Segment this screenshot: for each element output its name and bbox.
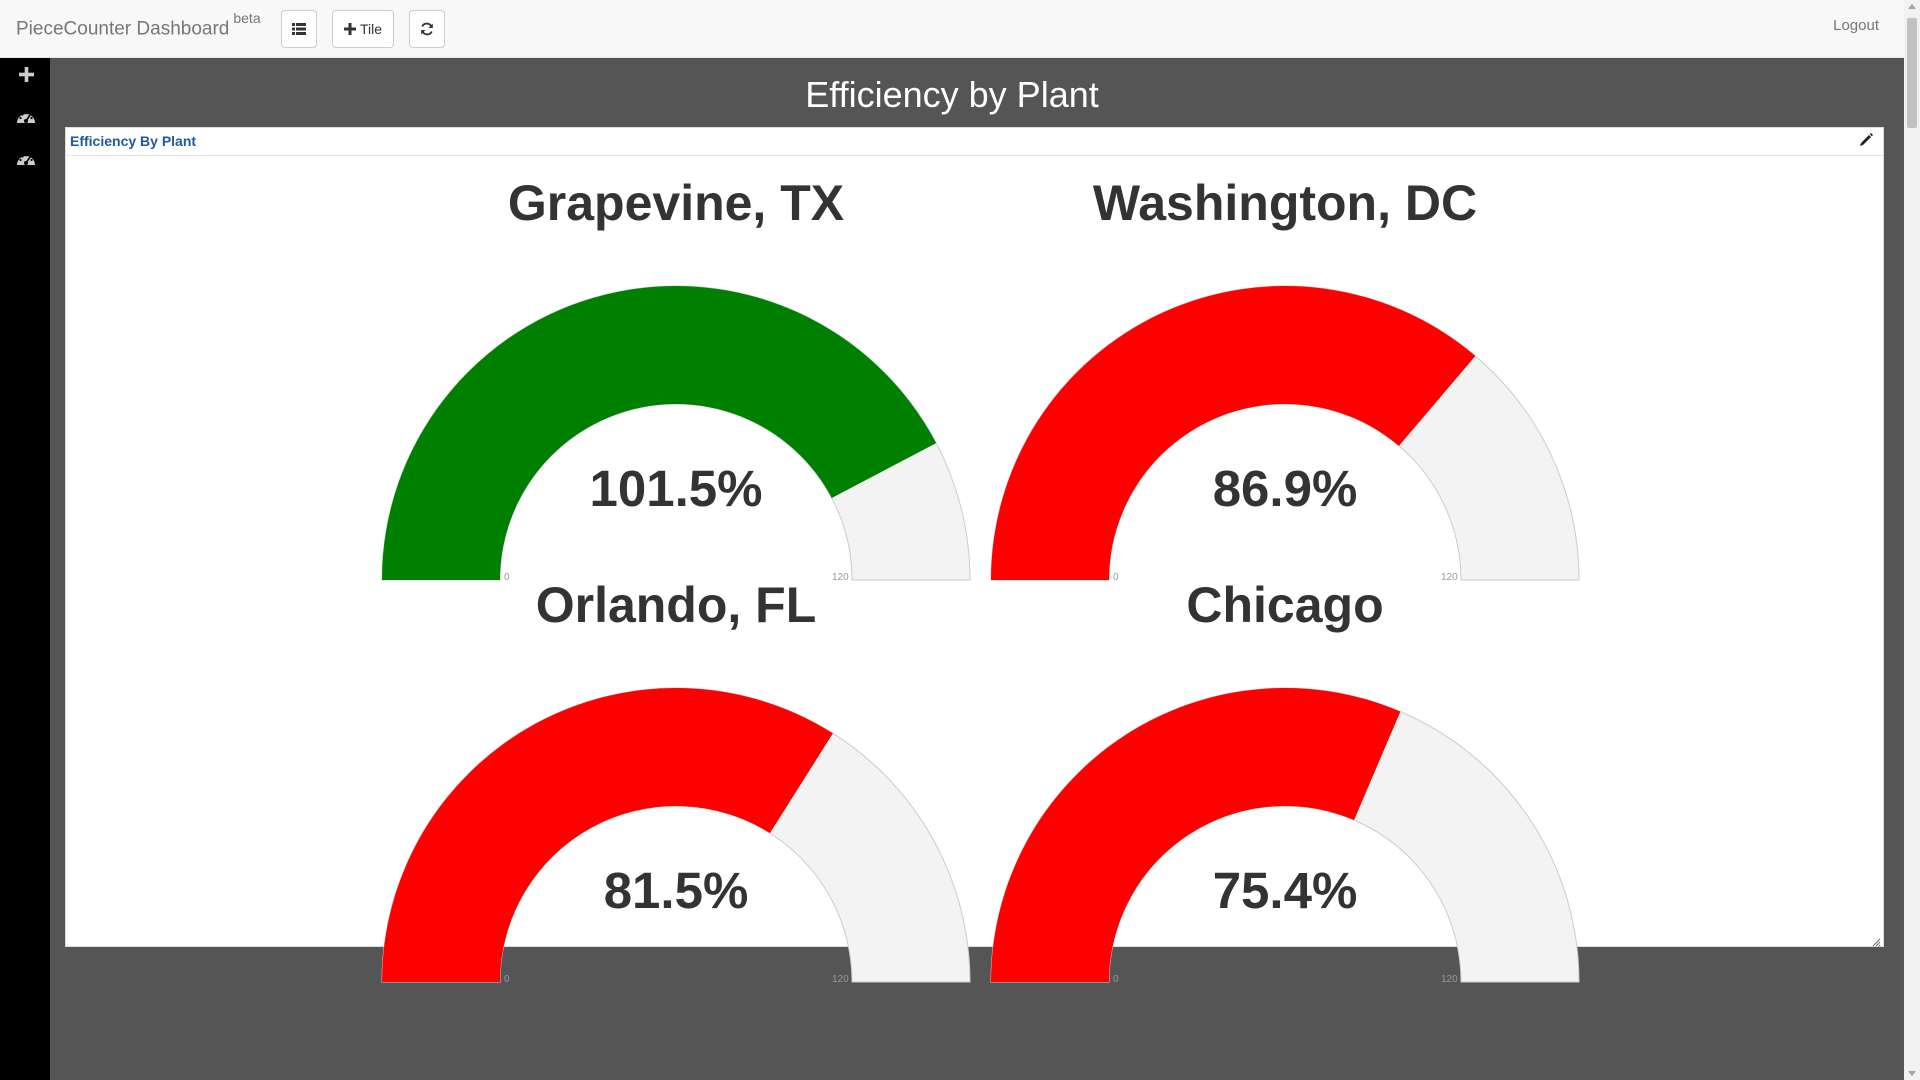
page-title: Efficiency by Plant [805, 74, 1099, 115]
scrollbar-thumb[interactable] [1907, 18, 1917, 128]
sidebar-dashboard-1[interactable] [15, 110, 37, 130]
tile-title: Efficiency By Plant [70, 133, 197, 149]
gauge-title: Grapevine, TX [507, 175, 845, 231]
beta-badge: beta [233, 10, 261, 26]
list-icon [292, 23, 306, 35]
efficiency-tile: Efficiency By Plant Grapevine, TX 101.5% 0… [65, 127, 1884, 985]
scroll-down-arrow[interactable] [1908, 1071, 1916, 1076]
gauge: Grapevine, TX 101.5% 0 120 [376, 174, 976, 583]
plus-icon [18, 67, 34, 87]
resize-handle[interactable] [1871, 934, 1881, 947]
gauge-max-label: 120 [832, 974, 849, 985]
page-scrollbar[interactable] [1904, 0, 1920, 1080]
gauge-value-band [382, 286, 937, 580]
gauge-max-label: 120 [832, 572, 849, 583]
scroll-up-arrow[interactable] [1908, 4, 1916, 9]
gauge-min-label: 0 [1113, 974, 1119, 985]
tile-header: Efficiency By Plant [66, 128, 1883, 156]
dashboard-icon [16, 152, 36, 172]
plus-icon [343, 23, 356, 35]
resize-handle-icon [1871, 934, 1881, 951]
app-title: PieceCounter Dashboard [16, 18, 230, 40]
list-dashboards-button[interactable] [281, 10, 317, 48]
dashboard-icon [16, 110, 36, 130]
gauge-dial [990, 285, 1580, 581]
top-navbar: PieceCounter Dashboardbeta Tile [0, 0, 1904, 58]
gauge-min-label: 0 [1113, 572, 1119, 583]
app-brand[interactable]: PieceCounter Dashboardbeta [16, 10, 261, 40]
gauge-max-label: 120 [1441, 974, 1458, 985]
pencil-icon [1859, 132, 1873, 152]
gauge-value-band [991, 286, 1476, 580]
refresh-icon [420, 22, 434, 36]
gauge-value: 101.5% [589, 460, 763, 517]
add-tile-label: Tile [359, 21, 383, 37]
gauge-value: 86.9% [1212, 460, 1358, 517]
gauge-min-label: 0 [504, 974, 510, 985]
gauge-dial [990, 687, 1580, 983]
gauge-value-band [382, 688, 833, 982]
gauge-dial [381, 687, 971, 983]
sidebar [0, 58, 50, 1080]
gauge-value: 81.5% [603, 862, 749, 919]
logout-link[interactable]: Logout [1833, 17, 1879, 34]
gauge-value-band [991, 687, 1401, 982]
gauge: Washington, DC 86.9% 0 120 [985, 174, 1585, 583]
gauge-max-label: 120 [1441, 572, 1458, 583]
gauge-value: 75.4% [1212, 862, 1358, 919]
edit-tile-button[interactable] [1857, 132, 1875, 152]
refresh-button[interactable] [409, 10, 445, 48]
gauge-dial [381, 285, 971, 581]
add-tile-button[interactable]: Tile [332, 10, 394, 48]
gauge-title: Chicago [1186, 577, 1384, 633]
sidebar-add-dashboard[interactable] [15, 67, 37, 87]
gauge-title: Orlando, FL [535, 577, 817, 633]
gauge: Chicago 75.4% 0 120 [985, 576, 1585, 985]
gauge-min-label: 0 [504, 572, 510, 583]
gauge: Orlando, FL 81.5% 0 120 [376, 576, 976, 985]
gauge-title: Washington, DC [1092, 175, 1478, 231]
sidebar-dashboard-2[interactable] [15, 152, 37, 172]
